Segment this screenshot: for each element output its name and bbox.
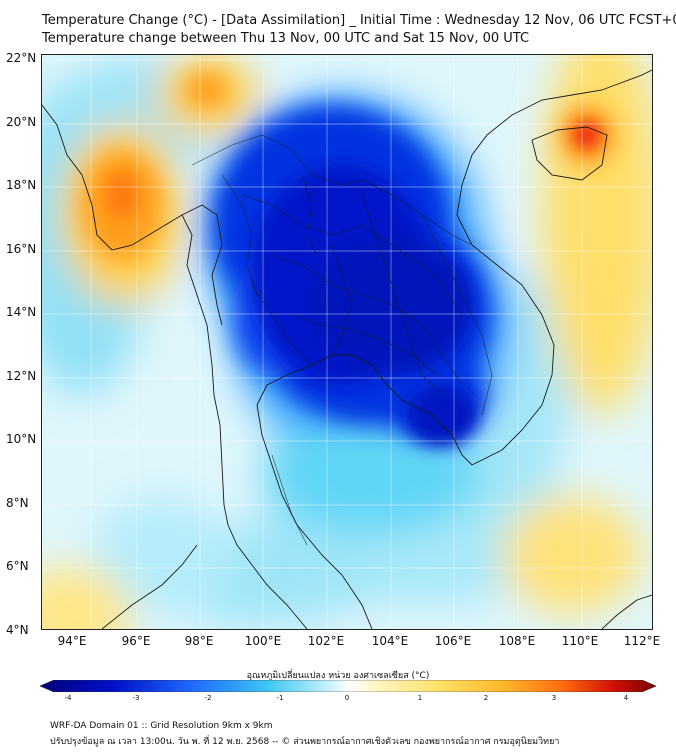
coastlines: [42, 69, 652, 629]
colorbar-tick: -2: [204, 694, 212, 702]
colorbar-tick: 1: [417, 694, 423, 702]
lat-label: 22°N: [6, 51, 37, 65]
lat-label: 16°N: [6, 242, 37, 256]
map-title: Temperature Change (°C) - [Data Assimila…: [42, 13, 676, 28]
lat-label: 8°N: [6, 496, 29, 510]
graticule: [42, 55, 652, 629]
lon-label: 110°E: [561, 634, 599, 648]
lon-label: 102°E: [307, 634, 345, 648]
colorbar-tick: -3: [132, 694, 140, 702]
footer-credit: ปรับปรุงข้อมูล ณ เวลา 13:00น. วัน พ. ที่…: [50, 737, 560, 747]
colorbar-title: อุณหภูมิเปลี่ยนแปลง หน่วย องศาเซลเซียส (…: [246, 671, 430, 681]
lat-label: 12°N: [6, 369, 37, 383]
colorbar-tick: 2: [483, 694, 489, 702]
lon-label: 108°E: [498, 634, 536, 648]
lat-label: 20°N: [6, 115, 37, 129]
admin-borders: [191, 134, 493, 546]
lon-label: 98°E: [184, 634, 214, 648]
colorbar-tick: 3: [551, 694, 557, 702]
lon-label: 96°E: [121, 634, 151, 648]
colorbar-tick: 0: [344, 694, 350, 702]
lon-label: 104°E: [371, 634, 409, 648]
lon-label: 100°E: [244, 634, 282, 648]
lat-label: 4°N: [6, 623, 29, 637]
footer-model-info: WRF-DA Domain 01 :: Grid Resolution 9km …: [50, 721, 273, 731]
temperature-change-map: [41, 54, 653, 630]
colorbar-tick: -1: [276, 694, 284, 702]
lon-label: 112°E: [623, 634, 661, 648]
lat-label: 10°N: [6, 432, 37, 446]
map-subtitle: Temperature change between Thu 13 Nov, 0…: [42, 31, 530, 46]
lat-label: 18°N: [6, 178, 37, 192]
lon-label: 94°E: [57, 634, 87, 648]
colorbar-tick: -4: [64, 694, 72, 702]
colorbar: [40, 680, 656, 692]
lat-label: 14°N: [6, 305, 37, 319]
lat-label: 6°N: [6, 559, 29, 573]
colorbar-tick: 4: [623, 694, 629, 702]
lon-label: 106°E: [434, 634, 472, 648]
